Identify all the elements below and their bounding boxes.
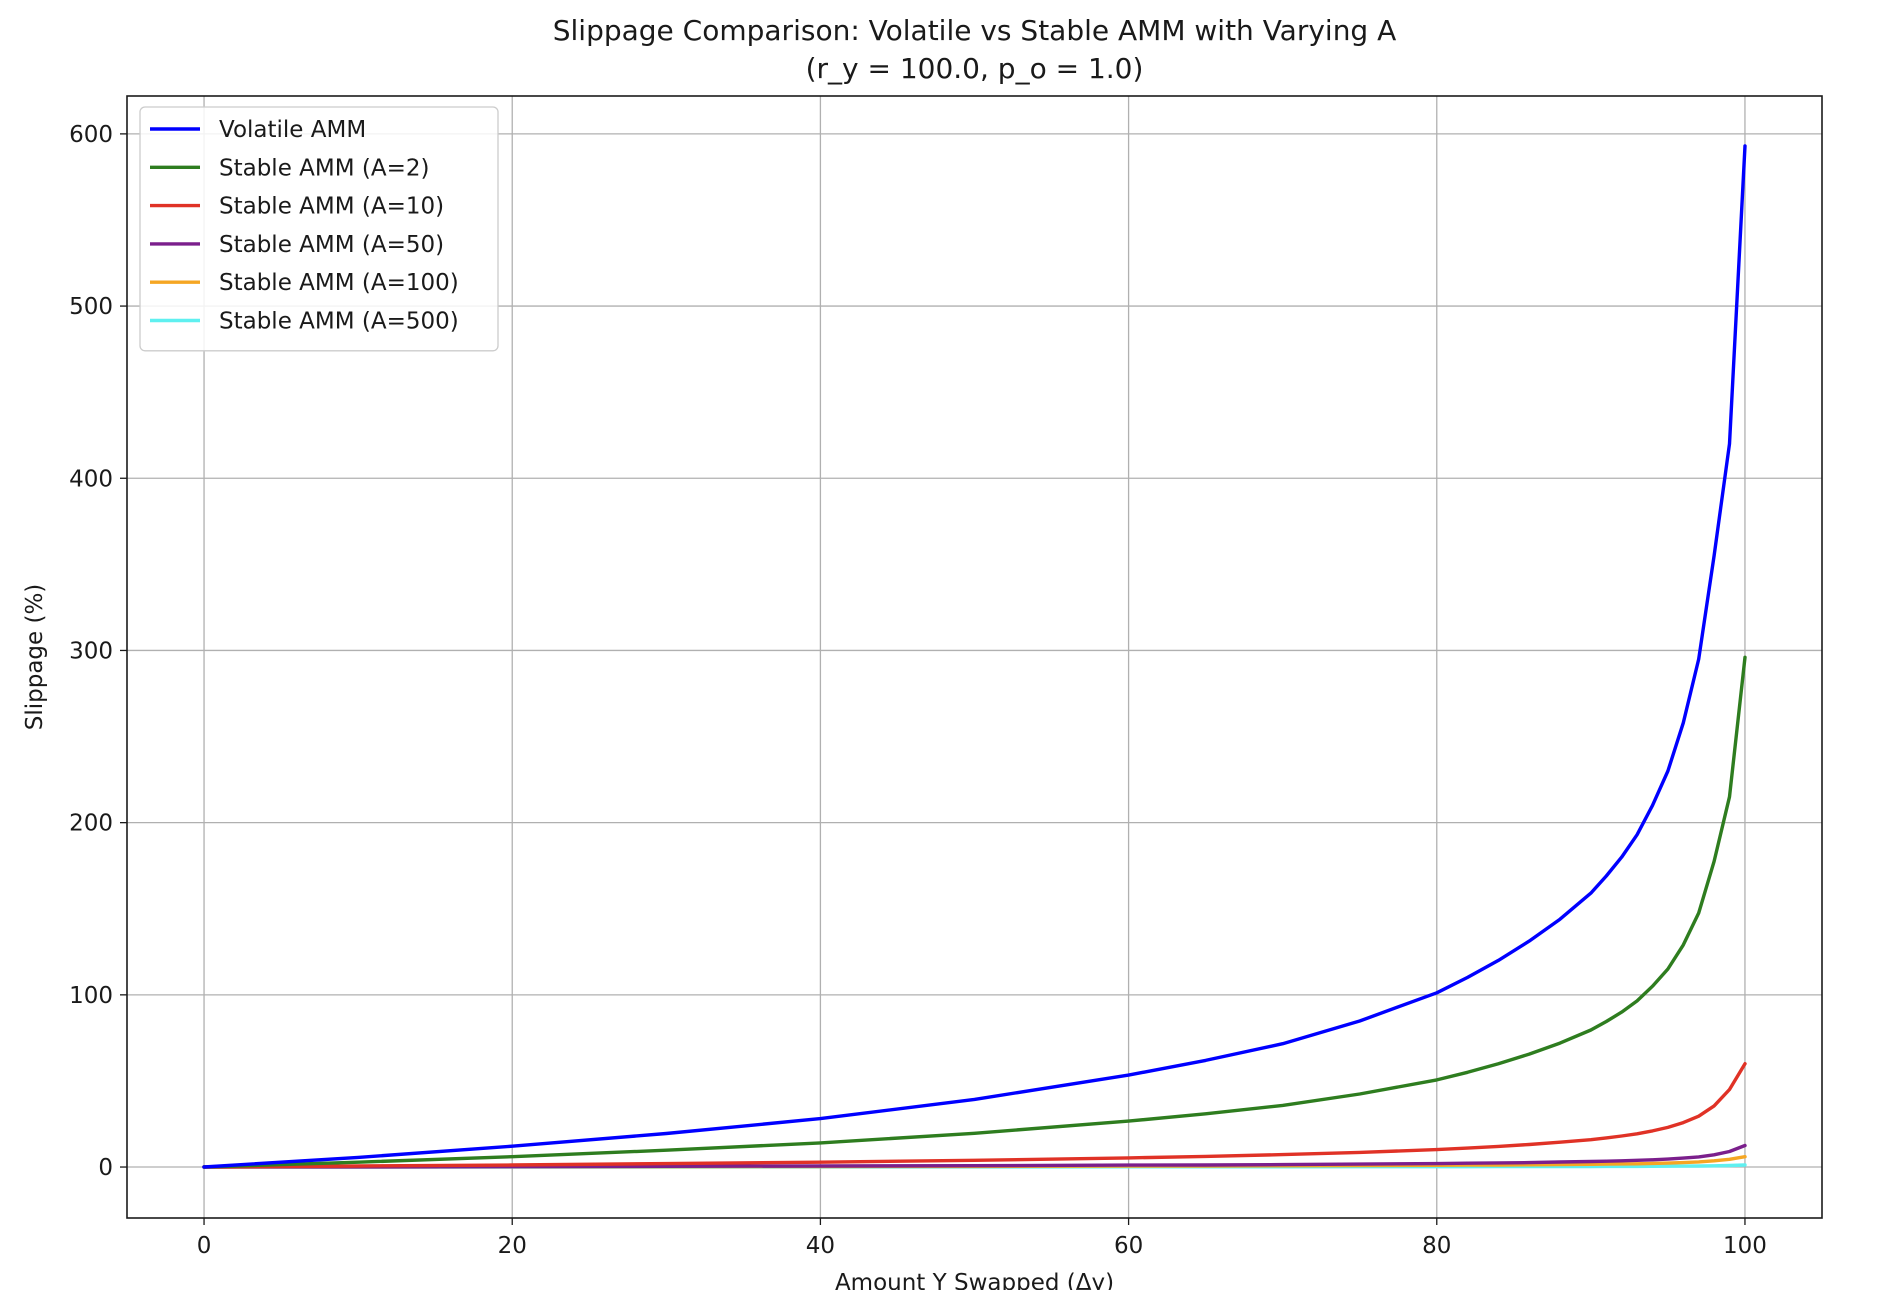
y-tick-label: 200 (69, 811, 113, 837)
y-tick-label: 600 (69, 122, 113, 148)
series-line-stable-amm-a-50 (202, 1143, 1747, 1169)
y-tick-label: 400 (69, 466, 113, 492)
plot-area-frame (126, 95, 1823, 1219)
legend-label-stable-amm-a-50: Stable AMM (A=50) (219, 232, 444, 258)
legend-label-volatile-amm: Volatile AMM (219, 117, 366, 143)
x-tick-label: 40 (806, 1233, 835, 1259)
y-axis-label: Slippage (%) (22, 584, 48, 731)
legend-label-stable-amm-a-2: Stable AMM (A=2) (219, 155, 429, 181)
x-tick-label: 20 (498, 1233, 527, 1259)
series-lines (202, 144, 1747, 1169)
chart-subtitle: (r_y = 100.0, p_o = 1.0) (806, 52, 1144, 85)
x-tick-label: 80 (1422, 1233, 1451, 1259)
x-axis-label: Amount Y Swapped (Δy) (835, 1270, 1114, 1290)
legend-label-stable-amm-a-10: Stable AMM (A=10) (219, 194, 444, 220)
axis-ticks: 0 20 40 60 80 100 0 100 200 300 400 500 600 (69, 122, 1767, 1259)
series-line-stable-amm-a-2 (202, 655, 1747, 1169)
y-tick-label: 500 (69, 294, 113, 320)
legend-label-stable-amm-a-500: Stable AMM (A=500) (219, 309, 459, 335)
x-tick-label: 0 (197, 1233, 212, 1259)
y-tick-label: 300 (69, 638, 113, 664)
legend-label-stable-amm-a-100: Stable AMM (A=100) (219, 270, 459, 296)
y-tick-label: 100 (69, 983, 113, 1009)
y-tick-label: 0 (98, 1155, 113, 1181)
series-line-volatile-amm (202, 144, 1747, 1169)
x-tick-label: 60 (1114, 1233, 1143, 1259)
x-tick-label: 100 (1723, 1233, 1767, 1259)
legend: Volatile AMM Stable AMM (A=2) Stable AMM (… (139, 106, 499, 352)
legend-box (139, 106, 499, 352)
series-line-stable-amm-a-10 (202, 1061, 1747, 1169)
chart-title: Slippage Comparison: Volatile vs Stable … (553, 14, 1397, 47)
